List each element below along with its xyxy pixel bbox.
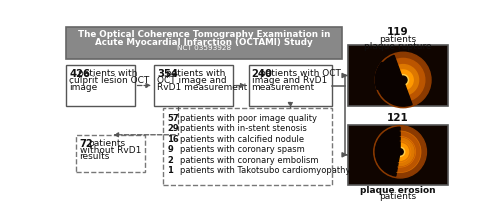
Circle shape bbox=[382, 59, 425, 102]
Circle shape bbox=[397, 149, 403, 155]
Text: image: image bbox=[70, 83, 98, 92]
Text: 121: 121 bbox=[387, 113, 409, 123]
Text: measurement: measurement bbox=[252, 83, 314, 92]
Text: patients with coronary spasm: patients with coronary spasm bbox=[180, 145, 305, 154]
Text: 2: 2 bbox=[167, 156, 173, 165]
Text: The Optical Coherence Tomography Examination in: The Optical Coherence Tomography Examina… bbox=[78, 30, 330, 39]
Text: image and RvD1: image and RvD1 bbox=[252, 76, 327, 85]
Wedge shape bbox=[376, 127, 400, 176]
Text: 16: 16 bbox=[167, 135, 179, 144]
Text: 240: 240 bbox=[252, 69, 272, 79]
FancyBboxPatch shape bbox=[76, 135, 144, 172]
Text: 426: 426 bbox=[70, 69, 90, 79]
Text: 29: 29 bbox=[167, 124, 179, 133]
FancyBboxPatch shape bbox=[348, 125, 448, 185]
FancyBboxPatch shape bbox=[163, 108, 332, 185]
Circle shape bbox=[399, 76, 407, 84]
Circle shape bbox=[374, 126, 426, 178]
FancyBboxPatch shape bbox=[154, 66, 233, 106]
Wedge shape bbox=[377, 55, 412, 106]
Text: patients: patients bbox=[380, 35, 416, 44]
Text: 57: 57 bbox=[167, 114, 179, 123]
Circle shape bbox=[375, 52, 431, 108]
Text: NCT 03593928: NCT 03593928 bbox=[177, 45, 231, 52]
Text: patients with: patients with bbox=[166, 69, 225, 78]
Circle shape bbox=[396, 147, 404, 156]
FancyBboxPatch shape bbox=[348, 45, 448, 106]
Text: RvD1 measurement: RvD1 measurement bbox=[157, 83, 248, 92]
FancyBboxPatch shape bbox=[66, 27, 342, 59]
Text: patients with poor image quality: patients with poor image quality bbox=[180, 114, 318, 123]
Circle shape bbox=[392, 143, 408, 160]
Text: patients with in-stent stenosis: patients with in-stent stenosis bbox=[180, 124, 307, 133]
Circle shape bbox=[380, 132, 420, 172]
Text: plaque erosion: plaque erosion bbox=[360, 186, 436, 195]
Wedge shape bbox=[375, 62, 403, 89]
Text: patients with calcified nodule: patients with calcified nodule bbox=[180, 135, 304, 144]
Circle shape bbox=[386, 138, 414, 166]
Text: culprit lesion OCT: culprit lesion OCT bbox=[70, 76, 150, 85]
Text: patients with OCT: patients with OCT bbox=[260, 69, 341, 78]
Text: Acute Myocardial Infarction (OCTAMI) Study: Acute Myocardial Infarction (OCTAMI) Stu… bbox=[95, 38, 313, 47]
Text: plaque rupture: plaque rupture bbox=[364, 42, 432, 51]
FancyBboxPatch shape bbox=[66, 66, 134, 106]
Text: 354: 354 bbox=[157, 69, 178, 79]
Circle shape bbox=[398, 75, 408, 85]
Circle shape bbox=[388, 65, 418, 95]
Text: patients with: patients with bbox=[78, 69, 138, 78]
Circle shape bbox=[393, 70, 413, 90]
Text: patients with coronary embolism: patients with coronary embolism bbox=[180, 156, 319, 165]
Text: 1: 1 bbox=[167, 166, 173, 175]
Text: 119: 119 bbox=[388, 27, 409, 37]
Text: without RvD1: without RvD1 bbox=[80, 146, 141, 155]
Text: patients: patients bbox=[380, 192, 416, 201]
Text: patients: patients bbox=[88, 139, 125, 148]
Text: OCT image and: OCT image and bbox=[157, 76, 226, 85]
Text: patients with Takotsubo cardiomyopathy: patients with Takotsubo cardiomyopathy bbox=[180, 166, 351, 175]
Text: results: results bbox=[80, 152, 110, 162]
Text: 9: 9 bbox=[167, 145, 173, 154]
Text: 72: 72 bbox=[80, 139, 94, 149]
FancyBboxPatch shape bbox=[248, 66, 332, 106]
